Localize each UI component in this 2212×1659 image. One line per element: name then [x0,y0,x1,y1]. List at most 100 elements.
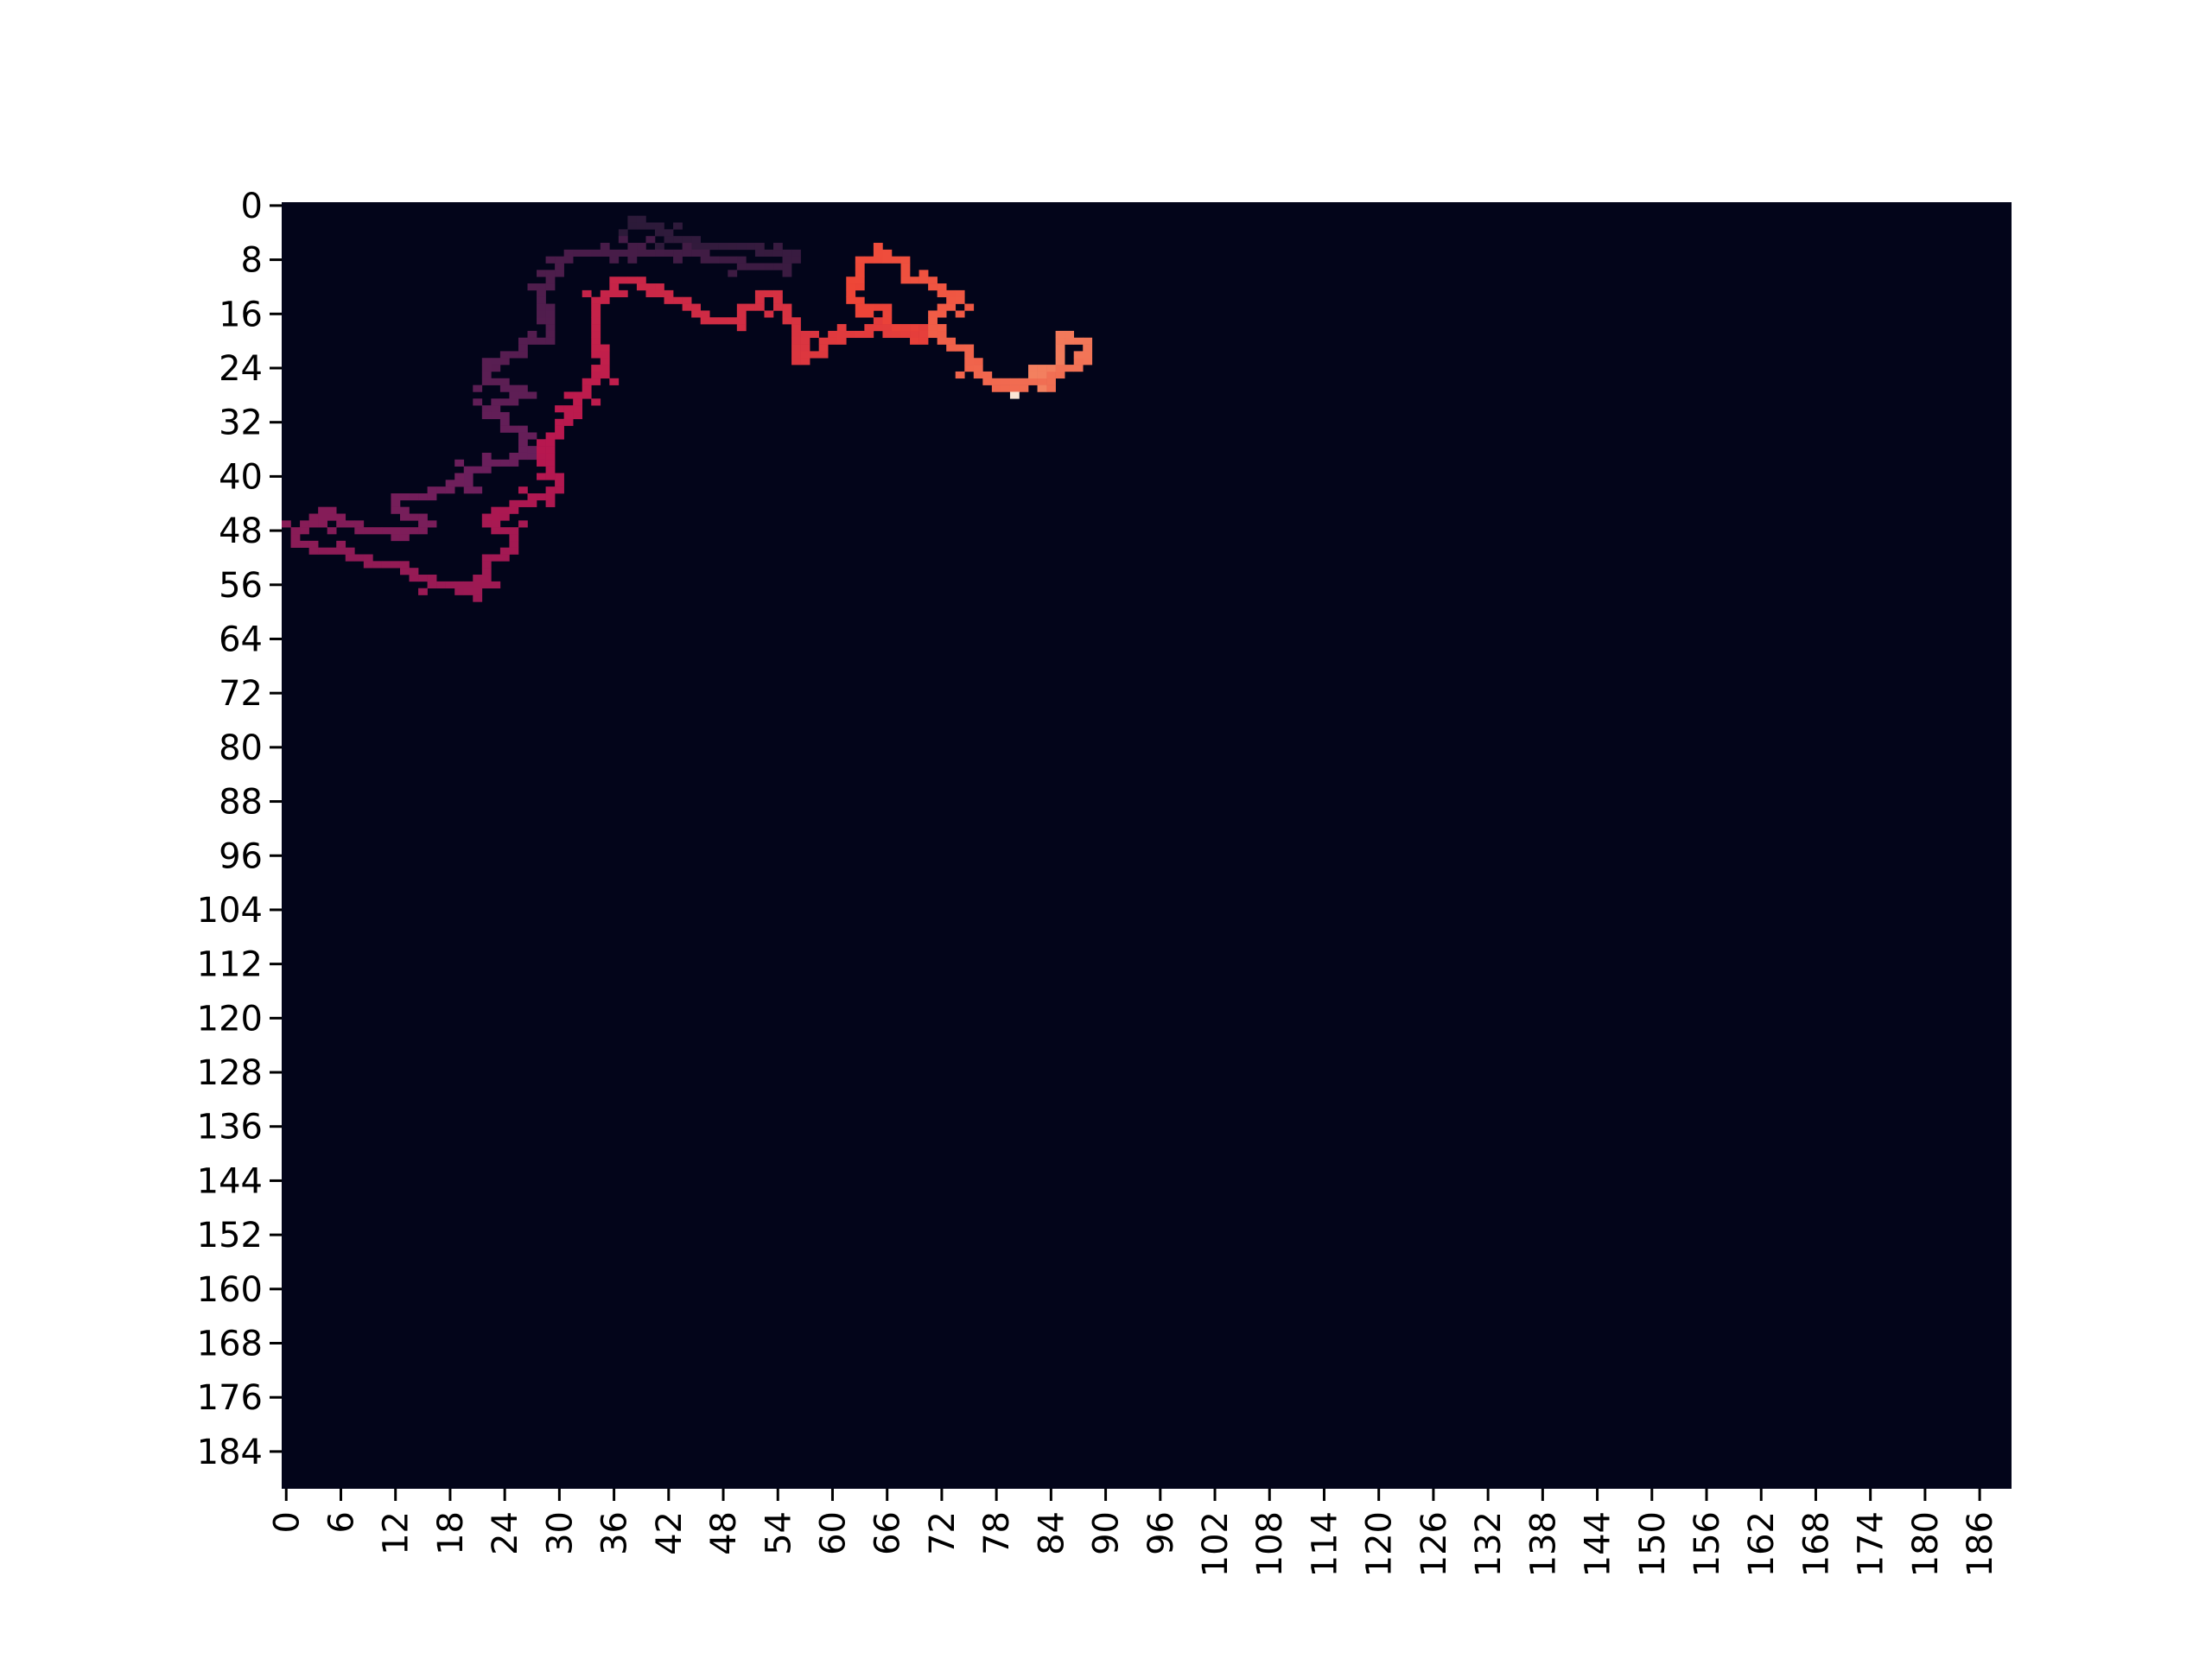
heatmap-cell [509,452,519,461]
heatmap-cell [918,330,929,339]
heatmap-cell [454,588,465,595]
heatmap-cell [1009,385,1020,392]
heatmap-cell [682,303,692,311]
heatmap-cell [499,459,510,467]
heatmap-cell [736,324,747,332]
heatmap-cell [946,296,957,304]
heatmap-cell [509,540,519,548]
heatmap-cell [399,513,410,521]
heatmap-cell [736,310,747,318]
heatmap-cell [327,513,337,521]
heatmap-cell [754,303,765,311]
heatmap-cell [481,371,492,379]
y-tick-label: 64 [219,620,263,659]
heatmap-cell [509,459,519,467]
y-tick-label: 48 [219,512,263,551]
y-tick-label: 88 [219,783,263,823]
heatmap-cell [946,344,957,352]
heatmap-cell [609,378,620,385]
heatmap-cell [618,236,628,244]
heatmap-cell [537,473,546,480]
heatmap-cell [636,249,646,257]
heatmap-cell [282,520,291,528]
heatmap-cell [1065,330,1075,339]
x-tick-label: 84 [1032,1511,1071,1555]
y-tick-label: 104 [197,891,263,931]
heatmap-cell [882,303,893,311]
heatmap-cell [754,249,765,257]
heatmap-cell [728,317,738,325]
heatmap-cell [354,527,365,535]
x-tick-label: 102 [1196,1511,1236,1577]
y-tick-label: 136 [197,1108,263,1147]
heatmap-cell [582,391,592,399]
heatmap-cell [409,493,419,501]
heatmap-cell [391,534,401,542]
heatmap-cell [800,358,810,365]
heatmap-cell [545,493,556,501]
x-tick-label: 96 [1141,1511,1181,1555]
heatmap-cell [627,276,638,284]
heatmap-cell [481,568,492,575]
heatmap-cell [700,310,710,318]
heatmap-cell [563,391,574,399]
heatmap-cell [499,378,510,385]
heatmap-cell [736,317,747,325]
x-tick-label: 120 [1360,1511,1400,1577]
heatmap-cell [545,337,556,345]
heatmap-cell [855,263,865,270]
heatmap-cell [499,425,510,433]
heatmap-cell [573,405,583,413]
heatmap-cell [1055,344,1065,352]
heatmap-cell [336,513,346,521]
heatmap-cell [664,296,674,304]
heatmap-cell [782,270,792,277]
heatmap-cell [855,283,865,291]
heatmap-cell [345,520,355,528]
heatmap-cell [910,276,919,284]
heatmap-cell [600,296,610,304]
heatmap-cell [555,418,564,426]
heatmap-cell [864,256,874,264]
heatmap-cell [518,337,528,345]
heatmap-cell [518,452,528,461]
heatmap-cell [537,459,546,467]
heatmap-cell [828,330,838,339]
heatmap-cell [436,581,446,588]
heatmap-cell [463,588,474,595]
heatmap-cell [308,547,319,555]
heatmap-cell [718,317,728,325]
heatmap-cell [545,270,556,277]
heatmap-cell [691,303,701,311]
heatmap-cell [537,493,546,501]
heatmap-cell [800,337,810,345]
y-axis: 0 8 16 24 32 40 48 56 64 72 80 88 96 104 112 120 128 136 1… [197,187,282,1472]
heatmap-cell [591,344,601,352]
heatmap-cell [545,439,556,447]
heatmap-cell [973,371,983,379]
y-tick-label: 72 [219,674,263,714]
heatmap-cell [1037,365,1047,372]
heatmap-cell [345,547,355,555]
heatmap-cell [900,324,911,332]
heatmap-cell [300,540,309,548]
heatmap-cell [427,581,437,588]
heatmap-cell [481,405,492,413]
heatmap-cell [527,493,537,501]
heatmap-cell [1055,365,1065,372]
heatmap-cell [499,358,510,365]
heatmap-cell [782,310,792,318]
heatmap-cell [1055,371,1065,379]
heatmap-cell [308,520,319,528]
heatmap-cell [545,499,556,507]
heatmap-cell [418,520,428,528]
heatmap-cell [463,466,474,474]
heatmap-cell [555,432,564,440]
heatmap-cell [318,513,327,521]
heatmap-cell [772,296,783,304]
y-tick-label: 40 [219,457,263,497]
y-tick-label: 152 [197,1216,263,1255]
y-tick-label: 120 [197,999,263,1039]
heatmap-cell [527,432,537,440]
heatmap-cell [1073,365,1084,372]
